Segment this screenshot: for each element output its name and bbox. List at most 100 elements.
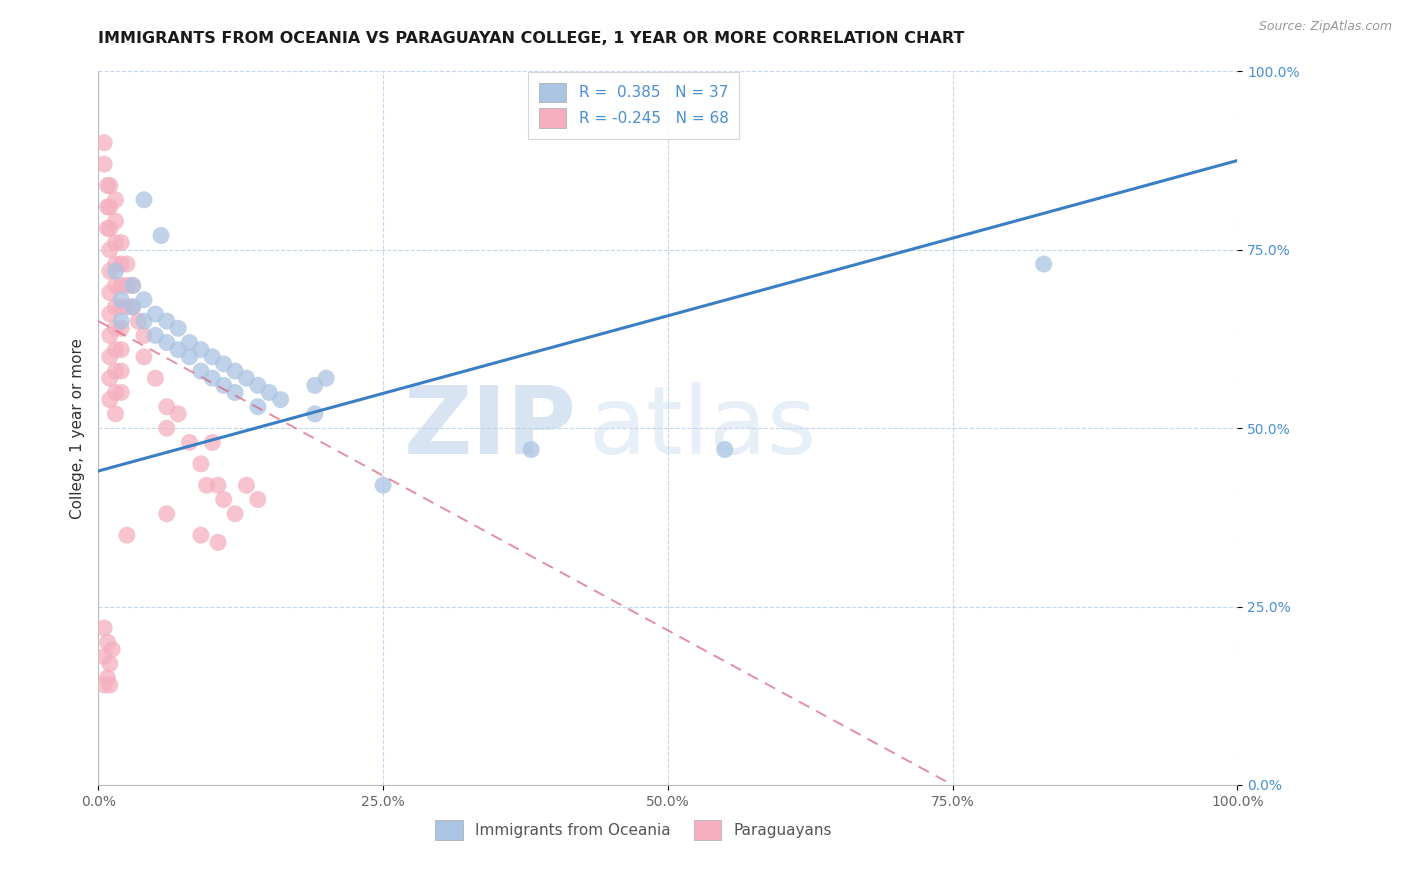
Point: [156, 314, 179, 328]
Point: [156, 335, 179, 350]
Point: [224, 385, 246, 400]
Text: ZIP: ZIP: [404, 382, 576, 475]
Text: Source: ZipAtlas.com: Source: ZipAtlas.com: [1258, 20, 1392, 33]
Point: [224, 507, 246, 521]
Point: [96, 178, 118, 193]
Point: [179, 350, 201, 364]
Point: [98, 285, 121, 300]
Point: [110, 314, 132, 328]
Point: [156, 507, 179, 521]
Point: [190, 343, 212, 357]
Point: [179, 435, 201, 450]
Point: [246, 378, 269, 392]
Point: [93, 678, 115, 692]
Point: [201, 350, 224, 364]
Point: [104, 193, 127, 207]
Point: [93, 157, 115, 171]
Point: [121, 300, 143, 314]
Point: [315, 371, 337, 385]
Point: [132, 193, 155, 207]
Point: [270, 392, 292, 407]
Point: [98, 243, 121, 257]
Point: [145, 307, 167, 321]
Point: [132, 350, 155, 364]
Point: [98, 328, 121, 343]
Point: [167, 321, 190, 335]
Point: [1032, 257, 1054, 271]
Point: [145, 371, 167, 385]
Point: [115, 300, 138, 314]
Point: [98, 371, 121, 385]
Point: [246, 492, 269, 507]
Point: [98, 350, 121, 364]
Point: [207, 535, 229, 549]
Point: [145, 328, 167, 343]
Point: [235, 371, 257, 385]
Point: [104, 321, 127, 335]
Point: [104, 385, 127, 400]
Point: [167, 343, 190, 357]
Point: [371, 478, 394, 492]
Point: [98, 264, 121, 278]
Point: [156, 421, 179, 435]
Point: [110, 385, 132, 400]
Point: [235, 478, 257, 492]
Point: [212, 378, 235, 392]
Point: [224, 364, 246, 378]
Point: [104, 407, 127, 421]
Point: [132, 293, 155, 307]
Point: [104, 343, 127, 357]
Point: [212, 492, 235, 507]
Point: [110, 343, 132, 357]
Point: [110, 321, 132, 335]
Point: [190, 457, 212, 471]
Point: [127, 314, 149, 328]
Point: [132, 328, 155, 343]
Point: [96, 671, 118, 685]
Point: [304, 378, 326, 392]
Point: [201, 435, 224, 450]
Point: [212, 357, 235, 371]
Point: [104, 264, 127, 278]
Point: [104, 257, 127, 271]
Point: [98, 200, 121, 214]
Point: [259, 385, 281, 400]
Point: [96, 635, 118, 649]
Point: [104, 235, 127, 250]
Point: [96, 200, 118, 214]
Point: [150, 228, 173, 243]
Point: [93, 621, 115, 635]
Point: [246, 400, 269, 414]
Point: [93, 649, 115, 664]
Point: [167, 407, 190, 421]
Point: [98, 221, 121, 235]
Point: [110, 293, 132, 307]
Point: [98, 392, 121, 407]
Point: [104, 300, 127, 314]
Point: [110, 364, 132, 378]
Y-axis label: College, 1 year or more: College, 1 year or more: [69, 338, 84, 518]
Point: [101, 642, 124, 657]
Point: [104, 214, 127, 228]
Point: [115, 528, 138, 542]
Point: [714, 442, 737, 457]
Text: IMMIGRANTS FROM OCEANIA VS PARAGUAYAN COLLEGE, 1 YEAR OR MORE CORRELATION CHART: IMMIGRANTS FROM OCEANIA VS PARAGUAYAN CO…: [98, 31, 965, 46]
Point: [110, 300, 132, 314]
Point: [195, 478, 218, 492]
Point: [520, 442, 543, 457]
Text: atlas: atlas: [588, 382, 817, 475]
Legend: Immigrants from Oceania, Paraguayans: Immigrants from Oceania, Paraguayans: [426, 811, 841, 848]
Point: [132, 314, 155, 328]
Point: [115, 257, 138, 271]
Point: [104, 278, 127, 293]
Point: [96, 221, 118, 235]
Point: [98, 657, 121, 671]
Point: [98, 307, 121, 321]
Point: [190, 364, 212, 378]
Point: [201, 371, 224, 385]
Point: [110, 278, 132, 293]
Point: [104, 364, 127, 378]
Point: [179, 335, 201, 350]
Point: [156, 400, 179, 414]
Point: [110, 257, 132, 271]
